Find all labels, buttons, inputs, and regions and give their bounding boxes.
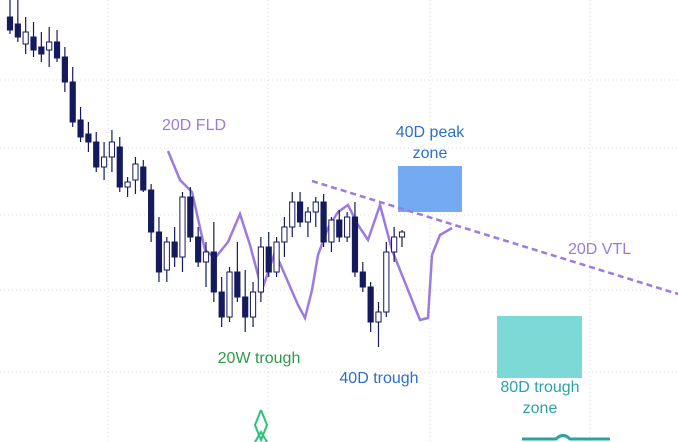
trough-40-label: 40D trough [339, 370, 418, 387]
candle-body [22, 31, 29, 45]
candle-body [359, 271, 366, 288]
candle-body [77, 119, 84, 138]
candle-body [375, 311, 382, 323]
peak-zone-label: zone [413, 145, 448, 162]
candle-body [226, 271, 233, 318]
trough-zone-box [497, 316, 582, 378]
candle-body [257, 246, 264, 293]
vtl-line [311, 179, 678, 296]
candle-body [100, 156, 108, 168]
candle-body [367, 286, 374, 323]
candle-body [242, 296, 249, 318]
candle-body [296, 201, 304, 223]
candle-body [93, 141, 100, 168]
diamond-marker [254, 430, 268, 442]
candle-body [218, 291, 225, 318]
w-trough-label: 20W trough [218, 350, 301, 367]
candle-body [336, 219, 343, 238]
candle-body [312, 201, 319, 213]
candle-body [304, 211, 312, 223]
candle-body [124, 181, 131, 188]
candle-body [14, 23, 21, 38]
candle-body [140, 166, 147, 191]
candle-body [234, 271, 241, 298]
vtl-label: 20D VTL [568, 241, 631, 258]
candle-body [351, 216, 359, 273]
candle-body [179, 196, 186, 258]
trough-zone-label: zone [523, 400, 558, 417]
candle-body [171, 241, 178, 258]
candle-body [148, 189, 155, 233]
candle-body [187, 196, 194, 238]
peak-zone-box [398, 166, 462, 212]
diamond-marker [253, 409, 269, 442]
candle-body [289, 201, 296, 228]
candle-body [195, 236, 202, 263]
candle-body [163, 241, 170, 271]
candle-body [155, 231, 163, 273]
candle-body [30, 36, 37, 51]
candle-body [6, 16, 14, 31]
candle-body [320, 201, 327, 243]
candle-body [116, 146, 123, 188]
candle-body [391, 236, 398, 253]
candle-body [344, 216, 351, 238]
candle-body [273, 241, 280, 273]
candle-body [38, 46, 45, 55]
peak-zone-label: 40D peak [396, 124, 465, 141]
cycle-marker [522, 434, 610, 441]
candle-body [210, 251, 217, 293]
candle-body [85, 133, 92, 143]
candle-body [328, 219, 335, 243]
candle-body [383, 251, 390, 313]
fld-line [166, 150, 453, 322]
trough-zone-label: 80D trough [500, 379, 579, 396]
candle-body [108, 141, 116, 158]
candle-body [265, 246, 272, 273]
candle-body [132, 163, 139, 181]
candle-body [53, 41, 61, 59]
fld-label: 20D FLD [162, 117, 226, 134]
candle-body [398, 231, 406, 238]
candles [6, 0, 406, 347]
candle-body [61, 56, 68, 83]
candle-body [249, 291, 257, 318]
candle-body [69, 81, 76, 123]
candle-body [281, 226, 288, 243]
candle-body [202, 251, 210, 263]
candle-body [46, 41, 53, 51]
